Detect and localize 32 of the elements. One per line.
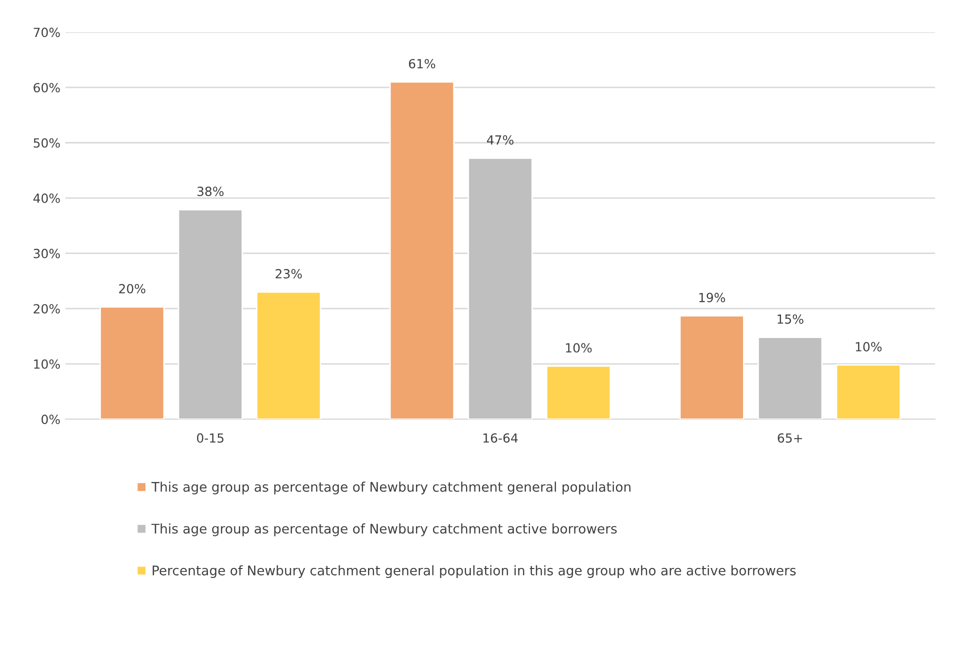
data-label: 10% xyxy=(566,343,592,353)
y-tick-label: 0% xyxy=(42,414,60,424)
x-tick-label: 0-15 xyxy=(196,433,224,443)
data-label: 47% xyxy=(486,135,514,145)
data-label: 10% xyxy=(856,342,882,352)
bar xyxy=(546,365,612,420)
bar xyxy=(178,208,243,420)
y-tick-label: 50% xyxy=(34,138,60,148)
y-tick-label: 40% xyxy=(33,194,60,203)
x-tick-label: 16-64 xyxy=(483,433,518,443)
legend-label: This age group as percentage of Newbury catchment active borrowers xyxy=(151,523,617,536)
x-tick-label: 65+ xyxy=(778,433,802,443)
data-label: 61% xyxy=(408,58,436,68)
data-label: 20% xyxy=(119,284,146,294)
data-label: 19% xyxy=(699,292,726,302)
bar xyxy=(468,158,533,420)
y-tick-label: 70% xyxy=(34,28,60,38)
bar xyxy=(836,364,901,420)
data-label: 15% xyxy=(778,314,804,324)
bar xyxy=(100,306,165,420)
bar xyxy=(758,336,823,420)
data-label: 38% xyxy=(197,186,224,196)
data-label: 23% xyxy=(276,269,302,278)
legend-label: This age group as percentage of Newbury catchment general population xyxy=(151,482,630,494)
bar xyxy=(679,315,744,420)
bar xyxy=(256,291,322,420)
bar xyxy=(389,81,455,420)
y-tick-label: 60% xyxy=(34,82,60,92)
legend-label: Percentage of Newbury catchment general population in this age group who are active borrowers xyxy=(152,565,796,578)
y-tick-label: 20% xyxy=(34,304,60,314)
y-tick-label: 30% xyxy=(34,248,60,258)
y-tick-label: 10% xyxy=(34,359,60,369)
